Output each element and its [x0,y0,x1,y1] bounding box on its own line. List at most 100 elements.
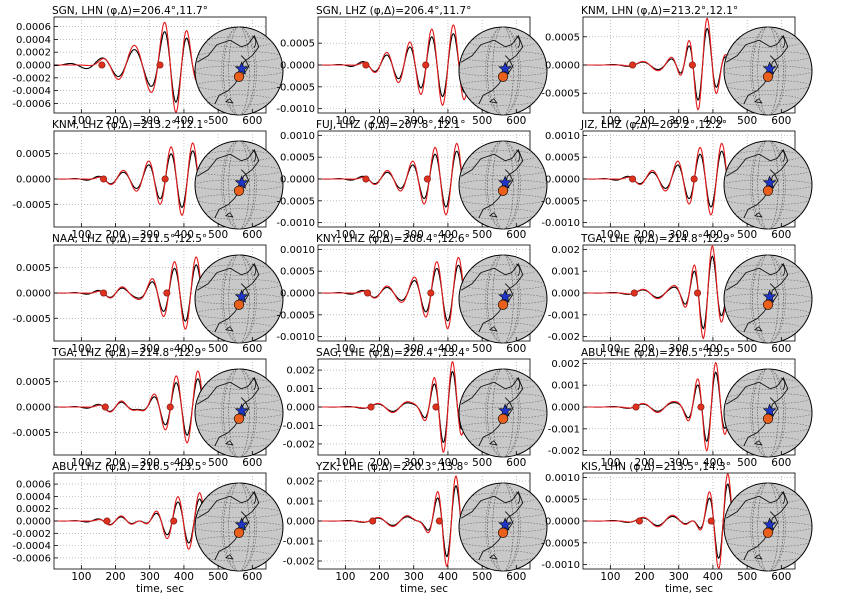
globe-parallel [734,94,802,106]
x-tick-label: 600 [771,229,791,241]
globe-parallel [734,264,802,276]
globe-coastline [251,263,257,276]
globe-parallel [469,322,537,334]
subplot-panel: FUJ, LHZ (φ,Δ)=207.8°,12.1° 100 200 300 400 5… [276,119,548,241]
x-tick-label: 600 [771,115,791,127]
station-star-marker [234,517,249,531]
globe-parallel [197,392,281,405]
y-tick-label: 0.0000 [16,517,51,528]
globe-coastline [515,263,521,276]
globe-coastline [196,34,260,105]
y-tick-label: 0.001 [286,497,315,508]
x-tick-label: 300 [404,457,424,469]
globe-parallel [194,65,284,77]
globe-meridian [492,26,514,116]
globe-meridian [228,140,250,230]
globe-parallel [726,506,810,519]
subplot-panel: SGN, LHZ (φ,Δ)=206.4°,11.7° 100 200 300 400 5… [276,5,548,127]
globe-parallel [469,550,537,562]
globe-coastline [460,376,524,447]
y-tick-label: -0.0005 [276,82,315,93]
y-tick-label: 0.0005 [280,39,315,50]
window-marker [101,403,109,411]
x-tick-label: 200 [106,115,126,127]
x-tick-label: 400 [174,229,194,241]
station-star-marker [498,289,513,303]
globe-coastline [780,377,786,390]
globe-meridian [492,482,514,572]
x-tick-label: 500 [208,115,228,127]
window-marker [632,403,640,411]
globe-meridian [492,140,514,230]
globe-parallel [205,436,273,448]
globe-meridian [228,482,250,572]
y-tick-label: -0.0006 [12,553,51,564]
globe-parallel [726,278,810,291]
x-tick-label: 100 [600,571,620,583]
y-tick-label: -0.0005 [12,314,51,325]
window-marker [707,517,715,525]
y-tick-label: 0.0004 [16,35,51,46]
station-star-marker [498,175,513,189]
y-tick-label: 0.0000 [545,61,580,72]
globe-parallel [723,65,813,77]
y-tick-label: -0.0010 [276,104,315,115]
x-tick-label: 600 [506,343,526,355]
globe-parallel [194,179,284,191]
window-marker [630,289,638,297]
globe-coastline [224,212,234,218]
subplot-title: TGA, LHZ (φ,Δ)=214.8°,12.9° [51,347,206,359]
window-marker [423,175,431,183]
station-star-marker [234,289,249,303]
globe-meridian [757,482,779,572]
x-tick-label: 100 [600,343,620,355]
window-marker [690,175,698,183]
globe-parallel [205,150,273,162]
globe-parallel [205,378,273,390]
x-tick-label: 600 [506,457,526,469]
y-tick-label: 0.0000 [16,403,51,414]
globe-parallel [461,392,545,405]
event-marker [762,185,774,196]
globe-parallel [458,65,548,77]
globe-meridian [223,482,255,572]
globe-parallel [197,50,281,63]
globe-parallel [461,164,545,177]
globe-coastline [753,554,763,560]
x-tick-label: 300 [140,229,160,241]
globe-parallel [734,550,802,562]
globe-coastline [251,35,257,48]
x-tick-label: 400 [174,343,194,355]
x-tick-label: 400 [703,457,723,469]
y-tick-label: 0.0005 [545,495,580,506]
x-tick-label: 200 [106,343,126,355]
x-tick-label: 100 [71,115,91,127]
y-tick-label: -0.0005 [541,89,580,100]
event-marker [762,413,774,424]
globe-coastline [753,440,763,446]
globe-parallel [205,550,273,562]
globe-coastline [224,554,234,560]
x-tick-label: 200 [635,571,655,583]
y-tick-label: -0.0005 [12,200,51,211]
y-tick-label: -0.0005 [12,428,51,439]
window-marker [166,403,174,411]
globe-coastline [251,377,257,390]
globe-parallel [734,378,802,390]
x-tick-label: 300 [669,229,689,241]
globe-coastline [488,326,498,332]
y-tick-label: -0.0004 [12,86,51,97]
globe-parallel [726,50,810,63]
x-tick-label: 200 [106,229,126,241]
subplot-title: SGN, LHZ (φ,Δ)=206.4°,11.7° [316,5,471,17]
window-marker [156,61,164,69]
y-tick-label: 0.0000 [280,61,315,72]
window-marker [432,403,440,411]
station-star-marker [234,403,249,417]
window-marker [364,289,372,297]
globe-coastline [460,148,524,219]
globe-meridian [492,368,514,458]
y-tick-label: 0.0005 [16,263,51,274]
globe-coastline [224,440,234,446]
x-tick-label: 200 [370,457,390,469]
